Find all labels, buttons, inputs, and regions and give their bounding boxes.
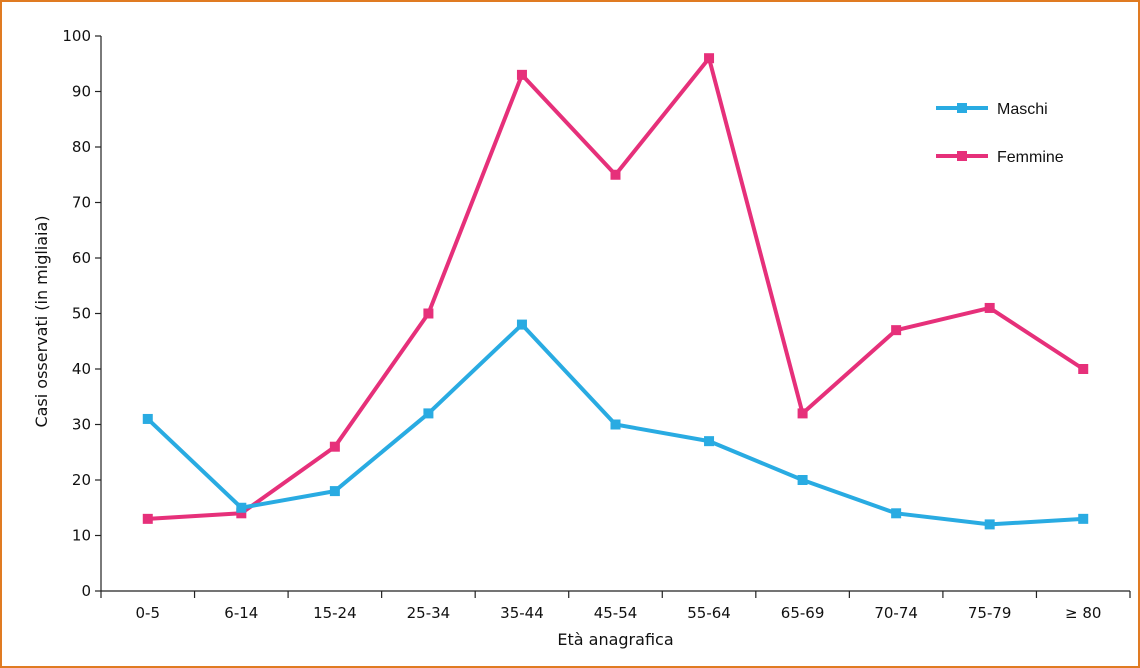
x-tick-label: 65-69 xyxy=(781,604,825,622)
data-point xyxy=(610,419,621,430)
x-tick-label: 25-34 xyxy=(407,604,451,622)
y-tick-label: 60 xyxy=(72,249,91,267)
x-tick-label: 55-64 xyxy=(687,604,731,622)
y-tick-label: 70 xyxy=(72,194,91,212)
y-axis-title: Casi osservati (in migliaia) xyxy=(32,215,51,427)
y-tick-label: 100 xyxy=(62,27,91,45)
legend-item-femmine: Femmine xyxy=(936,149,1064,166)
data-point xyxy=(984,302,995,313)
data-point xyxy=(329,486,340,497)
legend: Maschi Femmine xyxy=(936,101,1064,166)
x-tick-label: 75-79 xyxy=(968,604,1012,622)
data-point xyxy=(142,513,153,524)
data-point xyxy=(891,508,902,519)
y-tick-label: 40 xyxy=(72,360,91,378)
series-femmine xyxy=(142,53,1089,524)
x-tick-label: 35-44 xyxy=(500,604,544,622)
y-tick-label: 80 xyxy=(72,138,91,156)
x-axis-title: Età anagrafica xyxy=(557,630,673,649)
data-point xyxy=(891,325,902,336)
x-tick-label: 0-5 xyxy=(136,604,161,622)
data-point xyxy=(704,436,715,447)
data-point xyxy=(516,69,527,80)
x-tick-label: 6-14 xyxy=(224,604,258,622)
x-axis: 0-5 6-14 15-24 25-34 35-44 45-54 55-64 65-69 70-… xyxy=(100,590,1131,622)
data-point xyxy=(329,441,340,452)
y-tick-label: 30 xyxy=(72,416,91,434)
data-point xyxy=(984,519,995,530)
data-point xyxy=(423,408,434,419)
x-tick-label: 45-54 xyxy=(594,604,638,622)
legend-item-maschi: Maschi xyxy=(936,101,1048,118)
data-point xyxy=(516,319,527,330)
y-tick-label: 0 xyxy=(81,582,91,600)
x-tick-label: ≥ 80 xyxy=(1065,604,1101,622)
series-line xyxy=(147,56,1085,521)
y-tick-label: 20 xyxy=(72,471,91,489)
legend-marker xyxy=(957,151,967,161)
y-tick-label: 50 xyxy=(72,305,91,323)
data-point xyxy=(423,308,434,319)
data-point xyxy=(1078,513,1089,524)
data-point xyxy=(1078,364,1089,374)
y-tick-label: 90 xyxy=(72,83,91,101)
data-point xyxy=(236,508,247,519)
legend-marker xyxy=(957,103,967,113)
data-point xyxy=(797,408,808,419)
series-layer xyxy=(142,53,1089,530)
data-point xyxy=(797,475,808,485)
data-point xyxy=(610,169,621,180)
legend-label: Maschi xyxy=(997,101,1048,118)
x-tick-label: 70-74 xyxy=(874,604,918,622)
y-axis: 0 10 20 30 40 50 60 70 80 90 100 xyxy=(62,27,102,600)
y-tick-label: 10 xyxy=(72,527,91,545)
data-point xyxy=(704,53,715,64)
x-tick-label: 15-24 xyxy=(313,604,357,622)
legend-label: Femmine xyxy=(997,149,1064,166)
data-point xyxy=(142,413,153,424)
data-point xyxy=(236,502,247,513)
series-maschi xyxy=(142,319,1089,530)
